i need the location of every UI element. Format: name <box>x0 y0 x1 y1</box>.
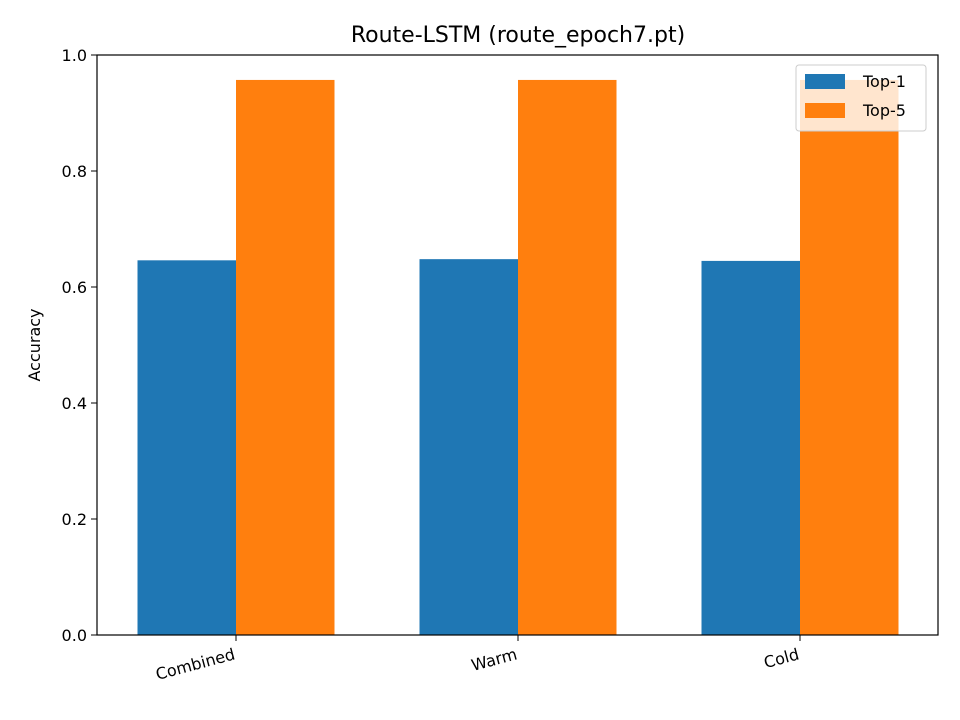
y-axis-label: Accuracy <box>25 308 44 381</box>
y-tick-label: 0.2 <box>62 510 87 529</box>
y-tick-label: 0.8 <box>62 162 87 181</box>
y-tick-label: 0.6 <box>62 278 87 297</box>
bar-top-1-combined <box>137 260 236 635</box>
chart-title: Route-LSTM (route_epoch7.pt) <box>351 23 685 48</box>
legend-swatch <box>805 74 845 89</box>
plot-frame <box>96 54 939 636</box>
bar-top-5-warm <box>518 79 617 635</box>
legend-label: Top-1 <box>862 72 906 91</box>
legend-label: Top-5 <box>862 101 906 120</box>
y-tick-label: 1.0 <box>62 46 87 65</box>
y-tick-label: 0.4 <box>62 394 87 413</box>
y-tick-label: 0.0 <box>62 626 87 645</box>
bar-top-5-combined <box>236 79 335 635</box>
legend-swatch <box>805 103 845 118</box>
bar-top-1-cold <box>701 260 800 635</box>
bar-top-1-warm <box>419 259 518 635</box>
bars-group <box>137 79 899 635</box>
legend: Top-1 Top-5 <box>795 64 927 132</box>
y-ticks: 0.0 0.2 0.4 0.6 0.8 1.0 <box>62 46 97 645</box>
bar-top-5-cold <box>800 79 899 635</box>
